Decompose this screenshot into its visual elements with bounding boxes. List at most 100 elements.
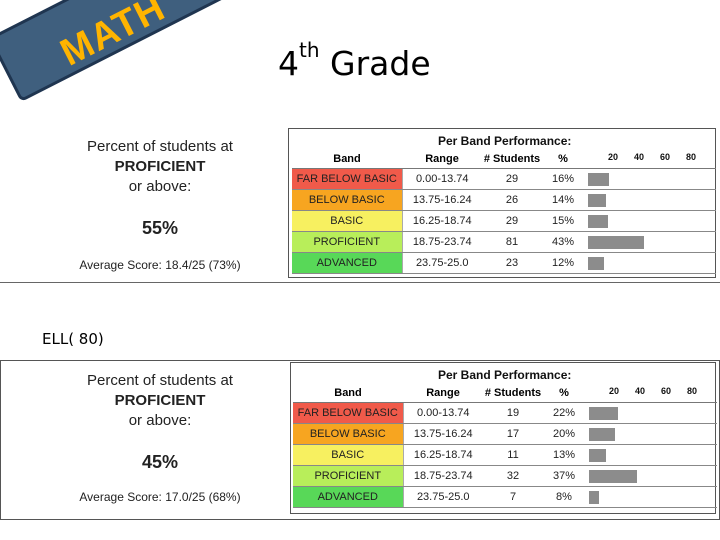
band-name: PROFICIENT bbox=[292, 231, 403, 253]
table-row: BELOW BASIC 13.75-16.24 17 20% bbox=[293, 423, 717, 445]
percent-bar bbox=[588, 193, 607, 207]
percent-bar bbox=[589, 490, 600, 504]
header-row: Band Range # Students% 20 40 60 80 bbox=[293, 384, 717, 403]
band-name: BASIC bbox=[292, 210, 403, 232]
title-rest: Grade bbox=[330, 44, 431, 83]
bar-cell bbox=[585, 423, 717, 445]
band-name: ADVANCED bbox=[293, 486, 404, 508]
math-badge: MATH bbox=[0, 0, 276, 103]
band-title-ell: Per Band Performance: bbox=[438, 368, 572, 382]
band-percent: 43% bbox=[542, 231, 584, 253]
band-name: FAR BELOW BASIC bbox=[293, 402, 404, 424]
table-row: ADVANCED 23.75-25.0 23 12% bbox=[292, 252, 716, 274]
band-percent: 13% bbox=[543, 444, 585, 466]
summary-average: Average Score: 18.4/25 (73%) bbox=[79, 258, 241, 272]
bar-cell bbox=[584, 168, 716, 190]
band-students: 29 bbox=[482, 168, 542, 190]
band-students: 81 bbox=[482, 231, 542, 253]
table-row: PROFICIENT 18.75-23.74 81 43% bbox=[292, 231, 716, 253]
column-header: Range bbox=[402, 150, 482, 169]
axis-header: 20 40 60 80 bbox=[585, 384, 717, 403]
table-row: ADVANCED 23.75-25.0 7 8% bbox=[293, 486, 717, 508]
axis-header: 20 40 60 80 bbox=[584, 150, 716, 169]
summary-average: Average Score: 17.0/25 (68%) bbox=[79, 490, 241, 504]
band-range: 18.75-23.74 bbox=[403, 465, 483, 487]
band-name: FAR BELOW BASIC bbox=[292, 168, 403, 190]
band-students: 17 bbox=[483, 423, 543, 445]
band-students: 29 bbox=[482, 210, 542, 232]
bar-cell bbox=[584, 189, 716, 211]
column-header: Band bbox=[292, 150, 402, 169]
header-row: Band Range # Students% 20 40 60 80 bbox=[292, 150, 716, 169]
table-row: PROFICIENT 18.75-23.74 32 37% bbox=[293, 465, 717, 487]
band-students: 19 bbox=[483, 402, 543, 424]
band-students: 32 bbox=[483, 465, 543, 487]
band-range: 13.75-16.24 bbox=[403, 423, 483, 445]
bar-cell bbox=[584, 210, 716, 232]
band-percent: 37% bbox=[543, 465, 585, 487]
band-students: 23 bbox=[482, 252, 542, 274]
badge-text: MATH bbox=[54, 0, 172, 75]
band-percent: 12% bbox=[542, 252, 584, 274]
percent-bar bbox=[589, 469, 638, 483]
percent-bar bbox=[588, 256, 604, 270]
bar-cell bbox=[585, 486, 717, 508]
column-header: % bbox=[542, 150, 584, 169]
band-range: 13.75-16.24 bbox=[402, 189, 482, 211]
column-header: Band bbox=[293, 384, 403, 403]
summary-percent: 45% bbox=[141, 452, 179, 472]
axis-tick-label: 20 bbox=[609, 386, 620, 396]
summary-line3: or above: bbox=[128, 178, 192, 195]
band-percent: 20% bbox=[543, 423, 585, 445]
axis-tick-label: 40 bbox=[635, 386, 646, 396]
percent-bar bbox=[588, 172, 609, 186]
band-percent: 16% bbox=[542, 168, 584, 190]
axis-tick-label: 80 bbox=[686, 152, 697, 162]
band-title-all: Per Band Performance: bbox=[438, 134, 572, 148]
panel-all-students bbox=[0, 124, 720, 283]
band-name: ADVANCED bbox=[292, 252, 403, 274]
band-range: 16.25-18.74 bbox=[403, 444, 483, 466]
table-row: FAR BELOW BASIC 0.00-13.74 29 16% bbox=[292, 168, 716, 190]
percent-bar bbox=[589, 406, 618, 420]
ell-label: ELL( 80) bbox=[42, 330, 104, 348]
percent-bar bbox=[589, 427, 615, 441]
column-header: Range bbox=[403, 384, 483, 403]
summary-line1: Percent of students at bbox=[87, 372, 233, 389]
percent-bar bbox=[588, 235, 644, 249]
band-range: 0.00-13.74 bbox=[402, 168, 482, 190]
band-students: 26 bbox=[482, 189, 542, 211]
summary-line3: or above: bbox=[128, 412, 192, 429]
page-title: 4th Grade bbox=[278, 38, 431, 83]
summary-line2: PROFICIENT bbox=[114, 392, 206, 409]
band-range: 23.75-25.0 bbox=[403, 486, 483, 508]
band-range: 23.75-25.0 bbox=[402, 252, 482, 274]
summary-line2: PROFICIENT bbox=[114, 158, 206, 175]
band-range: 0.00-13.74 bbox=[403, 402, 483, 424]
table-row: FAR BELOW BASIC 0.00-13.74 19 22% bbox=[293, 402, 717, 424]
title-grade: 4 bbox=[278, 44, 299, 83]
bar-cell bbox=[585, 444, 717, 466]
band-percent: 22% bbox=[543, 402, 585, 424]
band-table: Band Range # Students% 20 40 60 80 FAR BELOW BA… bbox=[292, 150, 716, 274]
band-range: 16.25-18.74 bbox=[402, 210, 482, 232]
percent-bar bbox=[589, 448, 606, 462]
band-students: 7 bbox=[483, 486, 543, 508]
band-range: 18.75-23.74 bbox=[402, 231, 482, 253]
axis-tick-label: 60 bbox=[661, 386, 672, 396]
summary-line1: Percent of students at bbox=[87, 138, 233, 155]
summary-ell: Percent of students at PROFICIENT or abo… bbox=[40, 368, 280, 508]
column-header: # Students bbox=[482, 150, 542, 169]
band-name: BASIC bbox=[293, 444, 404, 466]
bar-cell bbox=[585, 402, 717, 424]
axis-tick-label: 40 bbox=[634, 152, 645, 162]
percent-bar bbox=[588, 214, 608, 228]
band-name: BELOW BASIC bbox=[292, 189, 403, 211]
band-percent: 14% bbox=[542, 189, 584, 211]
column-header: % bbox=[543, 384, 585, 403]
axis-tick-label: 20 bbox=[608, 152, 619, 162]
band-percent: 15% bbox=[542, 210, 584, 232]
band-students: 11 bbox=[483, 444, 543, 466]
summary-percent: 55% bbox=[141, 218, 179, 238]
table-row: BASIC 16.25-18.74 29 15% bbox=[292, 210, 716, 232]
